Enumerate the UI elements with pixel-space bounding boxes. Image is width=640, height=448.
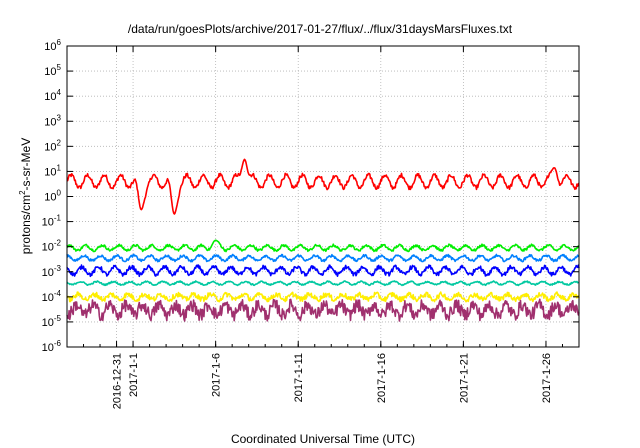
x-tick-label: 2017-1-16 xyxy=(376,353,388,403)
y-tick-base: 10 xyxy=(42,242,54,254)
y-tick-exponent: -2 xyxy=(54,239,62,248)
y-axis-label-main: protons/cm xyxy=(19,195,33,254)
y-tick-exponent: -5 xyxy=(54,314,62,323)
y-tick-exponent: 5 xyxy=(57,63,62,72)
y-tick-label: 10-5 xyxy=(42,314,62,329)
x-axis-ticks: 2016-12-31 2017-1-1 2017-1-6 2017-1-11 2017-… xyxy=(66,46,580,409)
y-tick-exponent: 6 xyxy=(57,38,62,47)
y-axis-ticks: 10-610-510-410-310-210-11001011021031041… xyxy=(42,38,579,354)
y-tick-exponent: 0 xyxy=(57,189,62,198)
x-tick-label: 2016-12-31 xyxy=(112,353,124,409)
y-tick-exponent: -3 xyxy=(54,264,62,273)
y-tick-label: 100 xyxy=(44,189,61,204)
y-tick-label: 106 xyxy=(44,38,61,53)
y-tick-base: 10 xyxy=(44,141,56,153)
series-line-2 xyxy=(66,239,580,253)
y-tick-exponent: -6 xyxy=(54,339,62,348)
y-tick-base: 10 xyxy=(44,41,56,53)
y-tick-exponent: -1 xyxy=(54,214,62,223)
y-tick-label: 10-4 xyxy=(42,289,62,304)
y-tick-base: 10 xyxy=(42,292,54,304)
y-tick-base: 10 xyxy=(44,91,56,103)
y-tick-exponent: 3 xyxy=(57,113,62,122)
x-tick-label: 2017-1-11 xyxy=(293,353,305,402)
y-tick-base: 10 xyxy=(44,192,56,204)
y-tick-label: 104 xyxy=(44,88,61,103)
y-tick-label: 103 xyxy=(44,113,61,128)
y-tick-label: 10-1 xyxy=(42,214,62,229)
y-axis-label-rest: -s-sr-MeV xyxy=(19,138,33,191)
x-axis-label: Coordinated Universal Time (UTC) xyxy=(231,432,415,446)
x-tick-label: 2017-1-21 xyxy=(458,353,470,403)
y-tick-base: 10 xyxy=(42,217,54,229)
series-line-5 xyxy=(66,280,580,287)
y-tick-base: 10 xyxy=(44,66,56,78)
series-line-1 xyxy=(66,158,580,215)
y-tick-exponent: 1 xyxy=(57,163,62,172)
series-line-4 xyxy=(66,264,580,278)
y-tick-exponent: 2 xyxy=(57,138,62,147)
y-tick-label: 105 xyxy=(44,63,61,78)
y-axis-label: protons/cm2-s-sr-MeV xyxy=(18,138,33,254)
y-tick-label: 101 xyxy=(44,163,61,178)
x-tick-label: 2017-1-6 xyxy=(211,353,223,397)
x-tick-label: 2017-1-26 xyxy=(541,353,553,403)
y-tick-base: 10 xyxy=(44,116,56,128)
y-tick-base: 10 xyxy=(44,166,56,178)
y-tick-label: 10-3 xyxy=(42,264,62,279)
series-line-7 xyxy=(66,298,580,322)
y-tick-base: 10 xyxy=(42,317,54,329)
y-tick-base: 10 xyxy=(42,267,54,279)
series-group xyxy=(66,158,580,322)
y-axis-label-sup: 2 xyxy=(18,190,27,195)
series-line-6 xyxy=(66,291,580,303)
y-tick-exponent: 4 xyxy=(57,88,62,97)
y-tick-label: 10-6 xyxy=(42,339,62,354)
y-tick-label: 102 xyxy=(44,138,61,153)
x-tick-label: 2017-1-1 xyxy=(128,353,140,397)
y-tick-base: 10 xyxy=(42,342,54,354)
chart-title: /data/run/goesPlots/archive/2017-01-27/f… xyxy=(128,22,513,36)
y-tick-exponent: -4 xyxy=(54,289,62,298)
series-line-3 xyxy=(66,253,580,263)
y-tick-label: 10-2 xyxy=(42,239,62,254)
